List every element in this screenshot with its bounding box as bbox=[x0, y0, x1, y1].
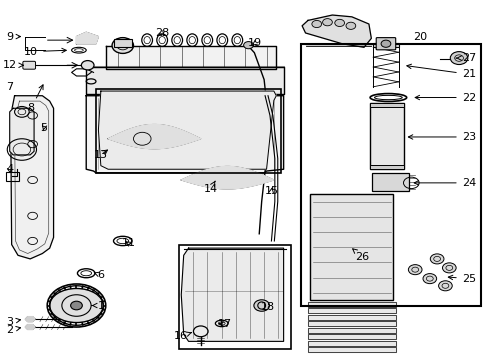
Polygon shape bbox=[98, 91, 276, 169]
Text: 21: 21 bbox=[406, 64, 475, 79]
Text: 19: 19 bbox=[248, 38, 262, 48]
Text: 1: 1 bbox=[92, 301, 104, 311]
Polygon shape bbox=[105, 45, 276, 69]
Bar bbox=[369, 103, 403, 107]
Text: 16: 16 bbox=[174, 331, 191, 341]
Circle shape bbox=[422, 274, 436, 284]
Polygon shape bbox=[86, 96, 283, 173]
Circle shape bbox=[429, 254, 443, 264]
Circle shape bbox=[407, 265, 421, 275]
Bar bbox=[307, 321, 395, 326]
Polygon shape bbox=[86, 67, 283, 94]
Text: 20: 20 bbox=[412, 32, 426, 42]
Text: 10: 10 bbox=[24, 46, 66, 57]
Text: 5: 5 bbox=[40, 123, 47, 133]
Polygon shape bbox=[307, 334, 395, 339]
Text: 27: 27 bbox=[455, 53, 475, 63]
Circle shape bbox=[81, 60, 94, 70]
Circle shape bbox=[253, 300, 269, 311]
Text: 17: 17 bbox=[218, 319, 232, 329]
Text: 23: 23 bbox=[407, 132, 475, 142]
Circle shape bbox=[243, 41, 253, 49]
Circle shape bbox=[311, 21, 321, 28]
Bar bbox=[300, 44, 480, 306]
Bar bbox=[371, 173, 408, 191]
Polygon shape bbox=[181, 248, 283, 341]
Bar bbox=[307, 302, 395, 307]
Text: 25: 25 bbox=[447, 274, 475, 284]
Text: 12: 12 bbox=[2, 60, 23, 70]
Circle shape bbox=[449, 51, 467, 64]
Bar bbox=[6, 172, 20, 181]
Text: 28: 28 bbox=[154, 28, 168, 38]
Polygon shape bbox=[307, 309, 395, 314]
Bar bbox=[114, 39, 131, 46]
Text: 2: 2 bbox=[6, 325, 20, 335]
Polygon shape bbox=[310, 194, 392, 300]
Polygon shape bbox=[25, 325, 35, 329]
Circle shape bbox=[346, 22, 355, 30]
Circle shape bbox=[112, 38, 133, 53]
Circle shape bbox=[438, 281, 451, 291]
Polygon shape bbox=[302, 15, 370, 47]
Text: 22: 22 bbox=[414, 93, 475, 103]
Bar bbox=[307, 315, 395, 320]
Polygon shape bbox=[10, 108, 34, 155]
Text: 4: 4 bbox=[6, 164, 13, 174]
Polygon shape bbox=[307, 328, 395, 333]
Polygon shape bbox=[307, 321, 395, 326]
Bar bbox=[307, 309, 395, 314]
Ellipse shape bbox=[50, 288, 103, 323]
Polygon shape bbox=[307, 341, 395, 346]
Text: 9: 9 bbox=[6, 32, 20, 41]
Text: 6: 6 bbox=[94, 270, 104, 280]
Bar bbox=[307, 328, 395, 333]
Bar bbox=[369, 165, 403, 169]
FancyBboxPatch shape bbox=[375, 38, 395, 50]
Polygon shape bbox=[181, 166, 273, 189]
Text: 18: 18 bbox=[261, 302, 275, 312]
Polygon shape bbox=[307, 315, 395, 320]
FancyBboxPatch shape bbox=[23, 61, 36, 69]
Circle shape bbox=[70, 301, 82, 310]
Bar bbox=[372, 43, 398, 47]
Bar bbox=[307, 347, 395, 352]
Text: 3: 3 bbox=[6, 317, 20, 327]
Polygon shape bbox=[11, 96, 54, 259]
Text: 13: 13 bbox=[94, 150, 108, 160]
Bar bbox=[307, 334, 395, 339]
Text: 26: 26 bbox=[352, 249, 369, 262]
Text: 24: 24 bbox=[413, 178, 475, 188]
Circle shape bbox=[322, 19, 332, 26]
Polygon shape bbox=[307, 347, 395, 352]
Text: 14: 14 bbox=[203, 181, 217, 194]
Text: 7: 7 bbox=[6, 82, 13, 92]
Circle shape bbox=[380, 40, 390, 47]
Text: 15: 15 bbox=[264, 186, 278, 197]
Bar bbox=[369, 103, 403, 169]
Polygon shape bbox=[25, 317, 35, 321]
Polygon shape bbox=[108, 125, 201, 149]
Polygon shape bbox=[76, 32, 98, 44]
Polygon shape bbox=[307, 302, 395, 307]
Bar bbox=[307, 341, 395, 346]
Bar bbox=[96, 89, 281, 173]
Bar bbox=[310, 194, 392, 300]
Text: 11: 11 bbox=[122, 238, 135, 248]
Text: 8: 8 bbox=[27, 85, 43, 113]
Circle shape bbox=[334, 19, 344, 27]
Bar bbox=[179, 244, 290, 348]
Circle shape bbox=[442, 263, 455, 273]
